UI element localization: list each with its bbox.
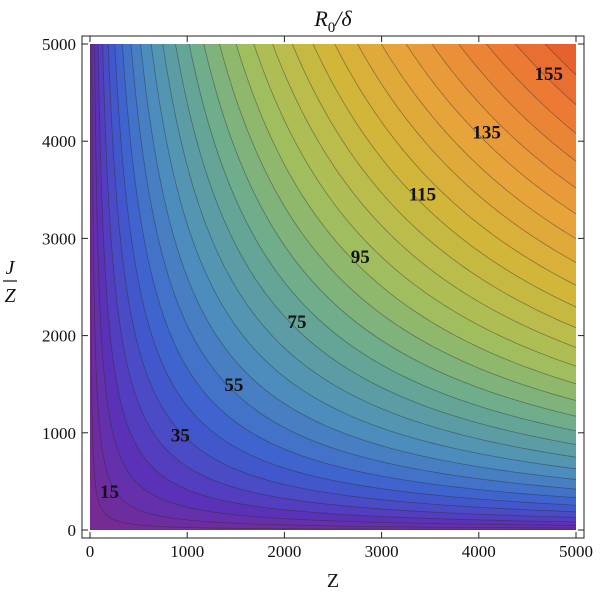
contour-line: [515, 44, 576, 105]
y-tick-label: 4000: [42, 132, 76, 151]
chart-title: R0/δ: [313, 6, 352, 36]
contour-line: [102, 44, 576, 518]
x-tick-label: 1000: [170, 542, 204, 561]
contour-line: [107, 44, 576, 513]
contour-line: [312, 44, 576, 308]
y-axis-title-numerator: J: [6, 257, 16, 279]
contour-line: [188, 44, 576, 432]
contour-line: [235, 44, 576, 385]
contour-line: [380, 44, 576, 240]
x-tick-label: 5000: [559, 542, 593, 561]
contour-line: [431, 44, 576, 189]
contour-line: [458, 44, 576, 162]
contour-line: [162, 44, 576, 458]
contour-line: [203, 44, 576, 417]
x-tick-label: 2000: [267, 542, 301, 561]
y-axis-title-denominator: Z: [4, 285, 16, 307]
contour-labels: 15 35 55 75 95 115 135 155: [100, 64, 563, 503]
contour-line: [219, 44, 576, 401]
contour-label: 55: [224, 375, 243, 396]
contour-band: [545, 44, 576, 75]
contour-line: [94, 44, 576, 526]
y-tick-label: 0: [68, 521, 77, 540]
x-axis: 0 1000 2000 3000 4000 5000: [86, 36, 593, 561]
contour-line: [150, 44, 576, 470]
contour-label: 15: [100, 482, 119, 503]
plot-frame: [81, 35, 585, 539]
y-axis: 0 1000 2000 3000 4000 5000: [42, 35, 584, 540]
y-tick-label: 5000: [42, 35, 76, 54]
y-tick-label: 2000: [42, 327, 76, 346]
x-tick-label: 4000: [462, 542, 496, 561]
contour-label: 115: [409, 185, 436, 206]
x-axis-title: Z: [327, 570, 339, 592]
contour-line: [486, 44, 576, 134]
contour-line: [272, 44, 576, 348]
x-tick-label: 3000: [365, 542, 399, 561]
y-axis-title: J Z: [3, 257, 17, 307]
contour-line: [121, 44, 576, 499]
contour-line: [140, 44, 576, 480]
contour-line: [253, 44, 576, 367]
contour-line: [544, 44, 576, 76]
contour-line: [130, 44, 576, 490]
contour-label: 95: [351, 247, 370, 268]
contour-line: [334, 44, 576, 286]
y-tick-label: 3000: [42, 229, 76, 248]
contour-line: [114, 44, 576, 506]
contour-line: [175, 44, 576, 445]
contour-line: [97, 44, 576, 523]
contour-line: [91, 44, 576, 529]
contour-label: 135: [472, 122, 501, 143]
y-tick-label: 1000: [42, 424, 76, 443]
contour-line: [291, 44, 576, 329]
contour-line: [357, 44, 576, 263]
contour-line: [405, 44, 576, 215]
x-tick-label: 0: [86, 542, 95, 561]
contour-line: [90, 44, 576, 530]
contour-label: 35: [171, 426, 190, 447]
contour-label: 155: [535, 64, 564, 85]
contour-label: 75: [288, 312, 307, 333]
plot-area: [90, 44, 576, 530]
